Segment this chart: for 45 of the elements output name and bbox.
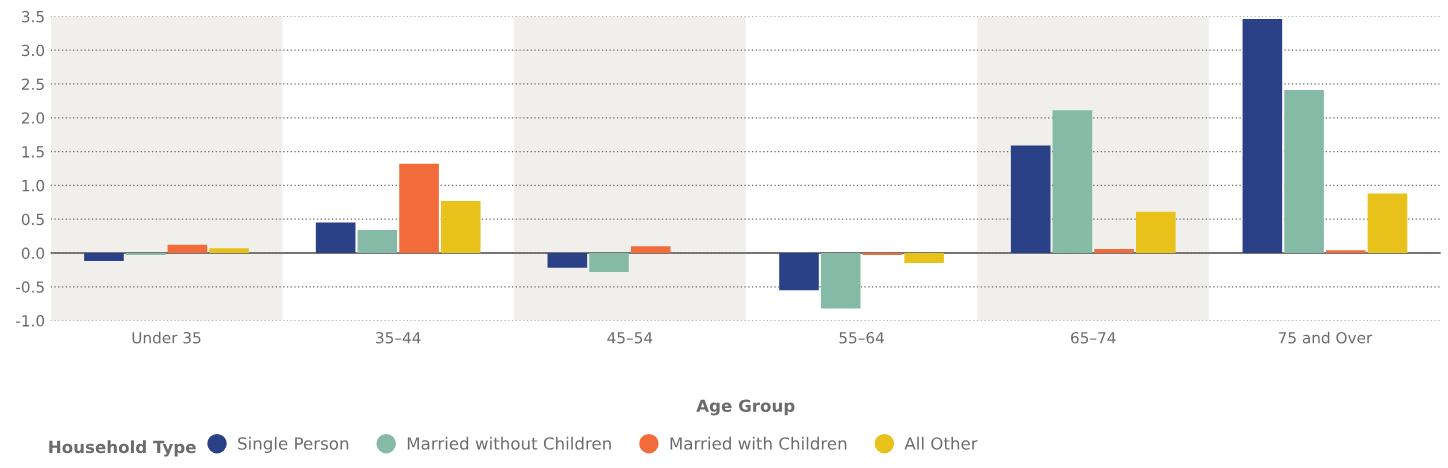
y-tick-label: -0.5 [16, 281, 44, 293]
bar [1010, 145, 1051, 253]
y-tick-label: -1.0 [16, 315, 45, 327]
bar [1367, 193, 1408, 253]
bar [547, 252, 588, 268]
x-tick-label: 35–44 [376, 331, 421, 344]
x-tick-label: 45–54 [607, 332, 653, 344]
x-tick-label: Under 35 [132, 331, 201, 344]
y-tick-label: 2.5 [21, 78, 44, 90]
legend-label: Single Person [238, 436, 349, 453]
bar [1242, 19, 1283, 253]
x-tick-label: 55–64 [839, 331, 884, 344]
bar [589, 252, 629, 272]
bar [1135, 211, 1176, 253]
y-tick-label: 3.5 [21, 10, 44, 23]
x-tick-label: 65–74 [1071, 331, 1116, 344]
x-axis-title: Age Group [696, 399, 795, 416]
bar [904, 252, 944, 264]
bar [1284, 90, 1324, 253]
y-tick-label: 0.5 [21, 213, 44, 226]
bar [84, 252, 124, 262]
bar [862, 252, 903, 256]
legend-title: Household Type [49, 440, 196, 457]
bar [1094, 248, 1134, 253]
legend-label: Married with Children [670, 436, 847, 450]
bar [167, 244, 208, 253]
bar [779, 252, 819, 291]
bar [399, 163, 439, 253]
bar [125, 252, 166, 256]
bar [1325, 250, 1366, 253]
bar [630, 246, 671, 253]
bar [315, 222, 356, 253]
bar [209, 248, 249, 253]
legend-label: Married without Children [407, 436, 611, 450]
legend-label: All Other [904, 436, 978, 450]
bar [440, 200, 481, 253]
bar [357, 230, 398, 253]
y-tick-label: 3.0 [21, 44, 45, 57]
y-tick-label: 1.0 [22, 179, 45, 192]
y-tick-label: 2.0 [21, 112, 45, 124]
x-tick-label: 75 and Over [1278, 331, 1373, 344]
y-tick-label: 0.0 [21, 247, 45, 259]
y-tick-label: 1.5 [22, 146, 44, 158]
bar [820, 252, 861, 309]
bar [1052, 110, 1093, 253]
